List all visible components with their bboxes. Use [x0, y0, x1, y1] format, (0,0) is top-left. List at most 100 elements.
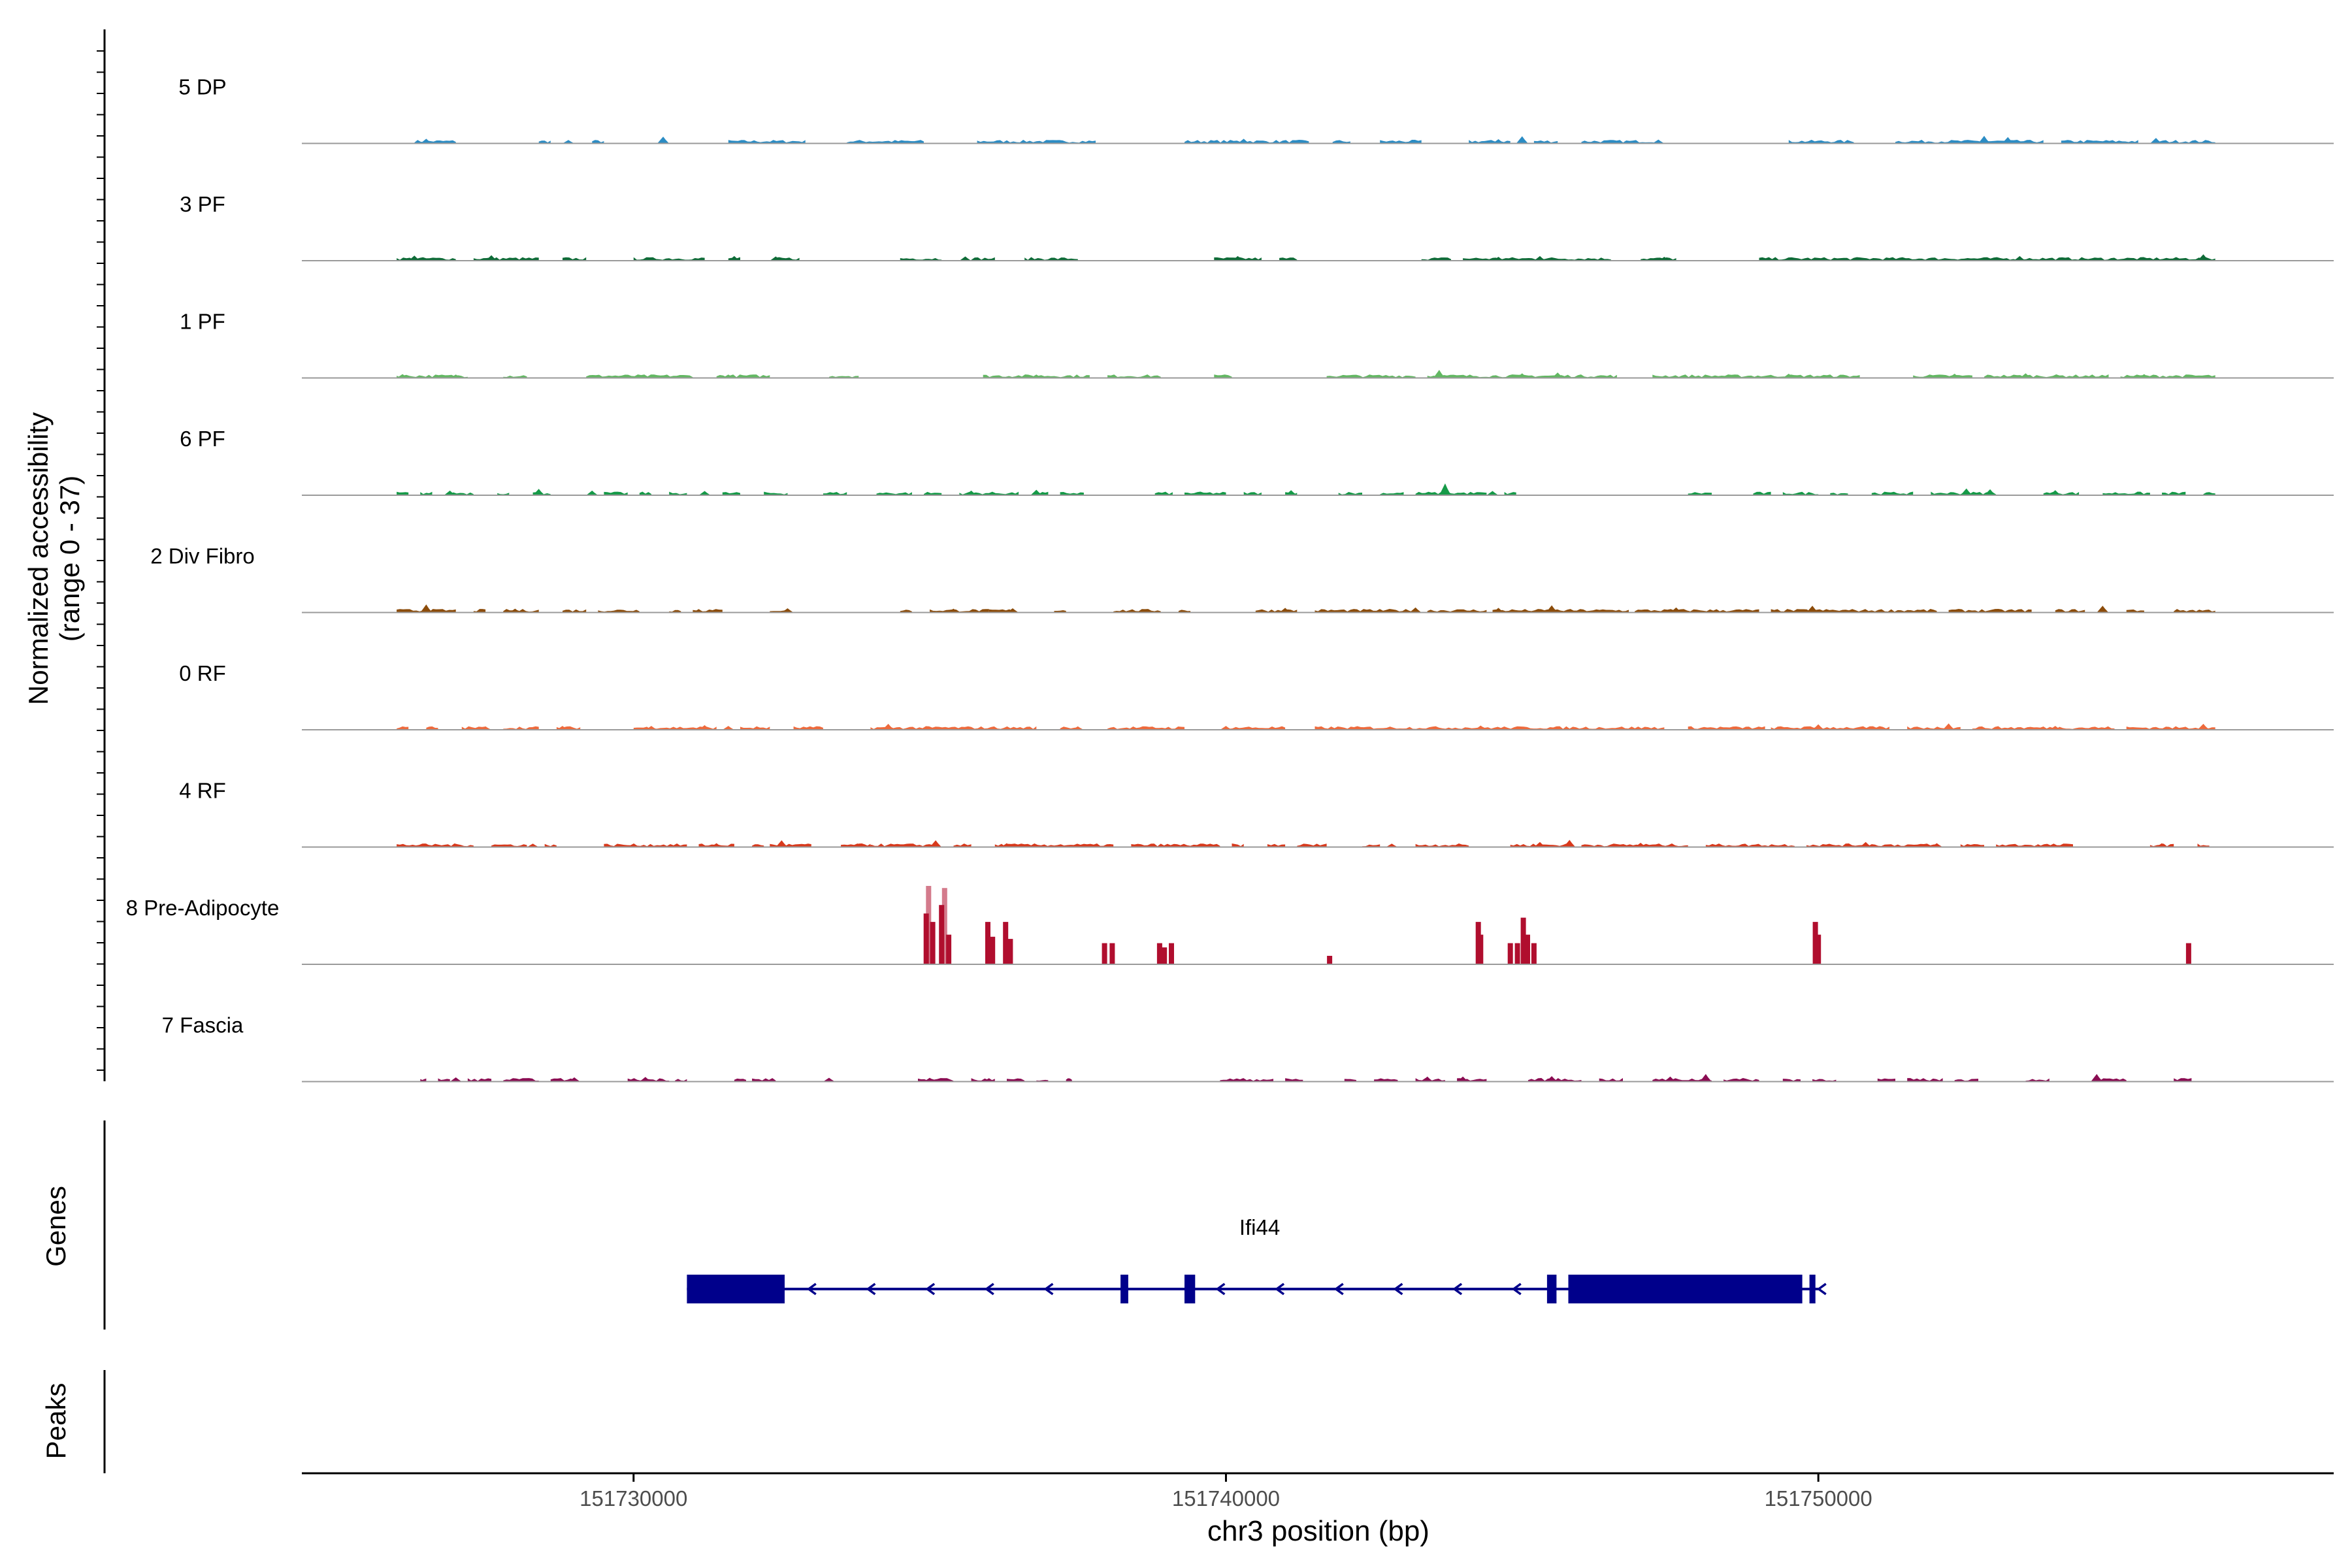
coverage-peak [449, 374, 462, 378]
coverage-peak [1635, 843, 1647, 847]
coverage-peak [563, 140, 575, 144]
coverage-peak [657, 137, 670, 144]
coverage-peak [693, 609, 705, 613]
coverage-bar [1162, 947, 1168, 964]
coverage-segment [1315, 609, 1416, 613]
coverage-segment [1688, 726, 1765, 730]
coverage-peak [1552, 372, 1564, 378]
coverage-peak [1960, 488, 1972, 495]
coverage-peak [2138, 374, 2150, 378]
genes-track-label: Genes [41, 1186, 71, 1267]
coverage-peak [645, 726, 657, 730]
coverage-segment [1007, 1078, 1025, 1082]
strand-arrow [1043, 1282, 1054, 1296]
coverage-peak [1546, 605, 1558, 613]
coverage-peak [1196, 843, 1209, 847]
coverage-peak [1220, 726, 1232, 730]
coverage-segment [2061, 140, 2138, 144]
coverage-peak [930, 840, 942, 847]
coverage-segment [1362, 844, 1380, 847]
coverage-bar [1520, 917, 1526, 964]
coverage-segment [728, 140, 806, 144]
coverage-segment [503, 1078, 539, 1082]
coverage-bar [939, 905, 945, 964]
coverage-segment [1877, 1078, 1895, 1082]
coverage-segment [1635, 609, 1759, 613]
coverage-segment [858, 843, 936, 847]
coverage-segment [776, 257, 800, 261]
coverage-segment [2037, 843, 2073, 847]
coverage-bar [1507, 943, 1513, 964]
coverage-segment [1960, 843, 1984, 847]
coverage-peak [2002, 137, 2014, 144]
coverage-peak [1516, 373, 1528, 378]
coverage-segment [2102, 491, 2150, 495]
coverage-segment [1427, 609, 1487, 613]
coverage-peak [1806, 606, 1819, 613]
coverage-peak [770, 256, 782, 261]
coverage-segment [1380, 492, 1404, 495]
coverage-segment [1421, 257, 1451, 261]
strand-arrow [1393, 1282, 1403, 1296]
track-label: 5 DP [178, 75, 226, 99]
coverage-bar [1156, 943, 1162, 964]
coverage-segment [639, 491, 651, 495]
coverage-bar [930, 922, 936, 964]
coverage-segment [1220, 1078, 1273, 1082]
strand-arrow [984, 1282, 994, 1296]
coverage-segment [1107, 374, 1161, 378]
coverage-segment [1759, 257, 2215, 261]
y-axis-line-tracks [97, 29, 106, 1081]
coverage-segment [669, 491, 687, 495]
coverage-segment [491, 844, 527, 847]
coverage-segment [740, 726, 770, 730]
coverage-peak [1812, 724, 1825, 730]
coverage-segment [2156, 140, 2215, 144]
track-label: 0 RF [179, 661, 226, 685]
coverage-bar [1102, 943, 1107, 964]
coverage-segment [1504, 492, 1516, 495]
gene-name: Ifi44 [1239, 1215, 1280, 1239]
coverage-segment [449, 492, 474, 495]
gene-track: Ifi44 [687, 1215, 1827, 1303]
coverage-peak [1232, 255, 1244, 261]
coverage-segment [1871, 491, 1914, 495]
coverage-segment [2174, 1078, 2192, 1082]
track-0-rf: 0 RF [179, 661, 2334, 730]
coverage-segment [1226, 726, 1286, 730]
coverage-segment [544, 843, 557, 847]
coverage-peak [959, 256, 972, 261]
coverage-segment [1415, 843, 1469, 847]
coverage-segment [752, 844, 764, 847]
coverage-segment [1297, 843, 1327, 847]
coverage-peak [2019, 373, 2032, 378]
coverage-segment [2097, 1078, 2127, 1082]
coverage-peak [586, 490, 598, 495]
track-label: 4 RF [179, 779, 226, 803]
coverage-segment [823, 492, 847, 495]
coverage-segment [1332, 140, 1350, 144]
track-4-rf: 4 RF [179, 779, 2334, 848]
coverage-segment [1232, 843, 1244, 847]
track-1-pf: 1 PF [180, 310, 2334, 379]
coverage-segment [1184, 491, 1226, 495]
track-7-fascia: 7 Fascia [162, 1013, 2334, 1083]
coverage-peak [1931, 843, 1943, 847]
coverage-segment [1374, 1078, 1398, 1082]
coverage-segment [1705, 843, 1795, 847]
track-8-pre-adipocyte: 8 Pre-Adipocyte [126, 886, 2334, 965]
coverage-segment [420, 1078, 427, 1082]
coverage-peak [1220, 374, 1232, 378]
coverage-bar [1478, 934, 1484, 964]
coverage-segment [2126, 609, 2144, 613]
coverage-peak [420, 604, 433, 613]
coverage-peak [449, 1077, 462, 1082]
coverage-segment [467, 1078, 492, 1082]
strand-arrow [806, 1282, 817, 1296]
x-axis-title: chr3 position (bp) [1207, 1515, 1429, 1547]
coverage-peak [532, 489, 545, 495]
coverage-peak [420, 139, 433, 144]
coverage-segment [1527, 1078, 1582, 1082]
coverage-segment [1599, 1078, 1623, 1082]
